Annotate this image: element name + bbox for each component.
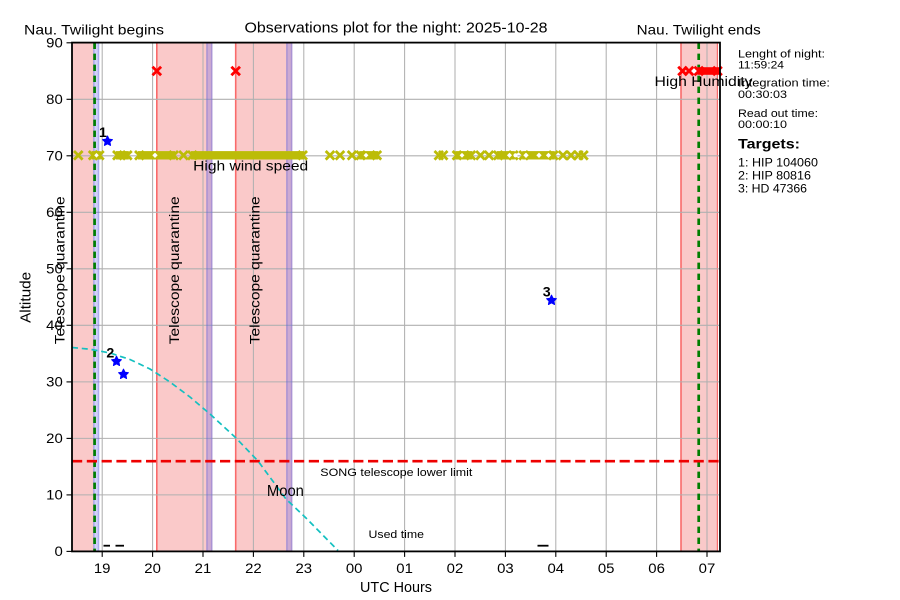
svg-text:21: 21 <box>195 561 212 576</box>
svg-text:3: HD 47366: 3: HD 47366 <box>738 181 807 195</box>
svg-text:Observations plot for the nigh: Observations plot for the night: 2025-10… <box>245 20 548 37</box>
svg-text:00:00:10: 00:00:10 <box>738 119 787 131</box>
svg-text:23: 23 <box>296 561 313 576</box>
svg-text:Nau. Twilight ends: Nau. Twilight ends <box>637 21 761 37</box>
svg-text:3: 3 <box>543 284 551 300</box>
svg-text:Used time: Used time <box>369 529 425 541</box>
svg-text:11:59:24: 11:59:24 <box>738 60 784 72</box>
svg-text:07: 07 <box>699 561 716 576</box>
svg-text:20: 20 <box>144 561 161 576</box>
svg-text:SONG telescope lower limit: SONG telescope lower limit <box>320 467 473 479</box>
svg-text:70: 70 <box>46 149 63 164</box>
svg-text:UTC Hours: UTC Hours <box>360 580 432 596</box>
svg-text:Nau. Twilight begins: Nau. Twilight begins <box>24 21 164 37</box>
svg-text:Telescope quarantine: Telescope quarantine <box>248 196 263 344</box>
svg-text:06: 06 <box>648 561 665 576</box>
svg-text:03: 03 <box>497 561 514 576</box>
svg-text:High wind speed: High wind speed <box>193 159 308 174</box>
svg-text:1: 1 <box>99 125 107 141</box>
svg-text:10: 10 <box>46 488 63 503</box>
svg-text:Telescope quarantine: Telescope quarantine <box>167 196 182 344</box>
svg-text:0: 0 <box>55 544 63 559</box>
svg-text:1: HIP 104060: 1: HIP 104060 <box>738 156 818 170</box>
svg-text:40: 40 <box>46 318 63 333</box>
svg-text:Read out time:: Read out time: <box>738 108 818 120</box>
svg-text:Integration time:: Integration time: <box>738 78 830 90</box>
svg-text:22: 22 <box>245 561 262 576</box>
svg-text:00:30:03: 00:30:03 <box>738 89 787 101</box>
svg-text:Moon: Moon <box>267 483 304 500</box>
svg-text:50: 50 <box>46 262 63 277</box>
svg-text:High Humidity: High Humidity <box>655 74 753 89</box>
svg-text:20: 20 <box>46 431 63 446</box>
svg-text:04: 04 <box>548 561 565 576</box>
svg-text:Telescope quarantine: Telescope quarantine <box>52 196 67 344</box>
svg-text:2: 2 <box>106 346 114 362</box>
svg-text:90: 90 <box>46 35 63 50</box>
svg-text:02: 02 <box>447 561 464 576</box>
svg-text:2: HIP 80816: 2: HIP 80816 <box>738 168 811 182</box>
svg-text:80: 80 <box>46 92 63 107</box>
svg-text:Targets:: Targets: <box>738 135 800 151</box>
svg-text:05: 05 <box>598 561 615 576</box>
svg-text:Altitude: Altitude <box>18 272 34 323</box>
svg-text:60: 60 <box>46 205 63 220</box>
svg-text:00: 00 <box>346 561 363 576</box>
svg-text:Lenght of night:: Lenght of night: <box>738 49 825 61</box>
svg-text:19: 19 <box>94 561 111 576</box>
svg-text:01: 01 <box>396 561 413 576</box>
svg-text:30: 30 <box>46 375 63 390</box>
